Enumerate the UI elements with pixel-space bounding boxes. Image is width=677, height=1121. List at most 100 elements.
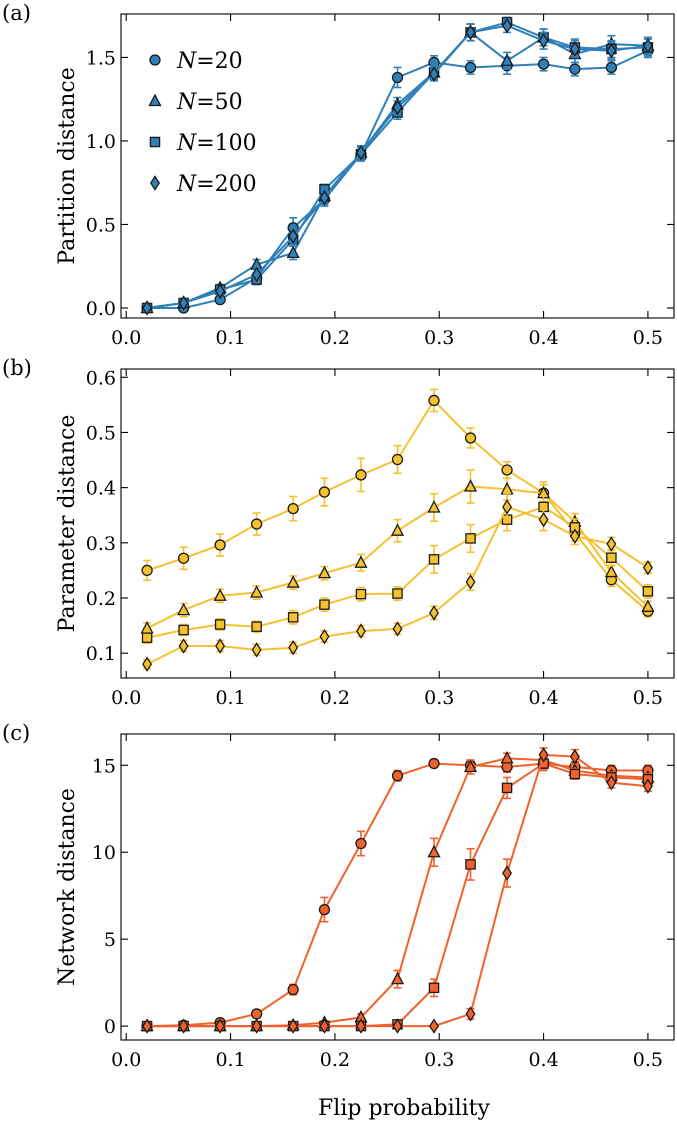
diamond-marker [502,17,513,34]
diamond-marker [215,283,226,299]
legend-triangle-marker [148,93,162,107]
diamond-marker [642,38,653,54]
panel-a: 0.0 0.1 0.2 0.3 0.4 0.5 0.0 0.5 1.0 1.5 Partition … [2,1,675,349]
triangle-marker [500,750,514,764]
diamond-marker [178,295,189,311]
circle-marker [569,63,581,75]
circle-marker [141,564,153,577]
triangle-marker [250,585,264,598]
square-marker [319,599,330,610]
triangle-marker [604,564,618,578]
diamond-marker [288,639,299,656]
x-tick-label: 0.4 [528,327,558,349]
circle-marker [391,770,404,782]
diamond-marker [465,574,476,590]
diamond-marker [538,33,549,49]
diamond-marker [215,1018,226,1034]
circle-marker [428,757,440,770]
y-tick-label: 10 [92,842,116,864]
y-tick-label: 0.5 [86,422,116,444]
y-tick-label: 0.4 [86,478,116,500]
diamond-marker [392,99,403,116]
series-square [141,495,654,645]
triangle-marker [390,971,405,985]
series-triangle [140,469,655,635]
square-marker [214,619,226,630]
circle-marker [355,837,367,850]
x-tick-label: 0.0 [111,687,141,709]
triangle-marker [500,53,514,66]
diamond-marker [356,623,366,639]
x-tick-label: 0.2 [320,327,350,349]
triangle-marker [463,759,478,773]
diamond-marker [465,1006,476,1022]
y-tick-label: 15 [92,755,116,777]
y-tick-label: 0.0 [86,298,116,320]
series-square [141,755,654,1032]
panel-b: 0.0 0.1 0.2 0.3 0.4 0.5 0.1 0.2 0.3 0.4 0.5 0.6 Para… [2,356,675,709]
triangle-marker [317,565,332,579]
x-tick-label: 0.1 [215,1049,245,1071]
diamond-marker [319,190,330,206]
circle-marker [177,552,190,564]
diamond-marker [288,1018,299,1034]
circle-marker [214,539,226,551]
series-diamond [142,17,653,316]
circle-marker [605,61,618,74]
x-tick-label: 0.4 [528,1049,558,1071]
triangle-marker [463,479,478,492]
diamond-marker [502,499,513,515]
diamond-marker [569,528,580,544]
circle-marker [318,903,331,916]
square-marker [251,621,262,632]
x-tick-label: 0.1 [215,327,245,349]
diamond-marker [429,1018,439,1034]
diamond-marker [538,511,549,528]
square-marker [392,588,403,599]
y-tick-label: 0.1 [86,643,116,665]
square-marker [642,586,654,597]
panel-label: (c) [2,721,30,745]
y-axis-label: Parameter distance [55,415,80,633]
x-tick-label: 0.1 [215,687,245,709]
y-tick-label: 1.0 [86,131,116,153]
diamond-marker [429,66,439,82]
circle-marker [428,394,440,407]
series-circle [141,757,654,1032]
x-tick-label: 0.0 [111,327,141,349]
y-tick-label: 0.5 [86,214,116,236]
circle-marker [250,1008,263,1020]
diamond-marker [142,300,153,316]
square-marker [428,982,440,994]
circle-marker [250,518,263,530]
panel-c: 0.0 0.1 0.2 0.3 0.4 0.5 0 5 10 15 Network distance… [2,721,675,1071]
diamond-marker [251,1018,262,1034]
diamond-marker [142,1018,153,1034]
diamond-marker [178,1018,189,1034]
x-tick-label: 0.3 [424,1049,454,1071]
diamond-marker [502,865,513,881]
diamond-marker [538,747,549,763]
panel-label: (a) [2,1,31,25]
diamond-marker [569,748,580,765]
triangle-marker [286,575,300,588]
y-axis-label: Network distance [55,788,80,986]
series-diamond [142,747,653,1034]
diamond-marker [642,778,653,794]
legend-square-marker [149,136,161,148]
diamond-marker [215,638,226,654]
legend-diamond-marker [150,175,160,191]
diamond-marker [465,24,476,41]
square-marker [569,768,581,780]
square-marker [465,533,476,544]
diamond-marker [288,228,299,244]
diamond-marker [606,43,617,59]
diamond-marker [392,621,403,637]
y-axis-label: Partition distance [55,67,80,264]
x-tick-label: 0.5 [633,1049,663,1071]
x-tick-label: 0.3 [424,327,454,349]
x-tick-label: 0.2 [320,1049,350,1071]
plot-frame [120,13,675,319]
square-marker [355,588,367,600]
circle-marker [464,61,477,74]
